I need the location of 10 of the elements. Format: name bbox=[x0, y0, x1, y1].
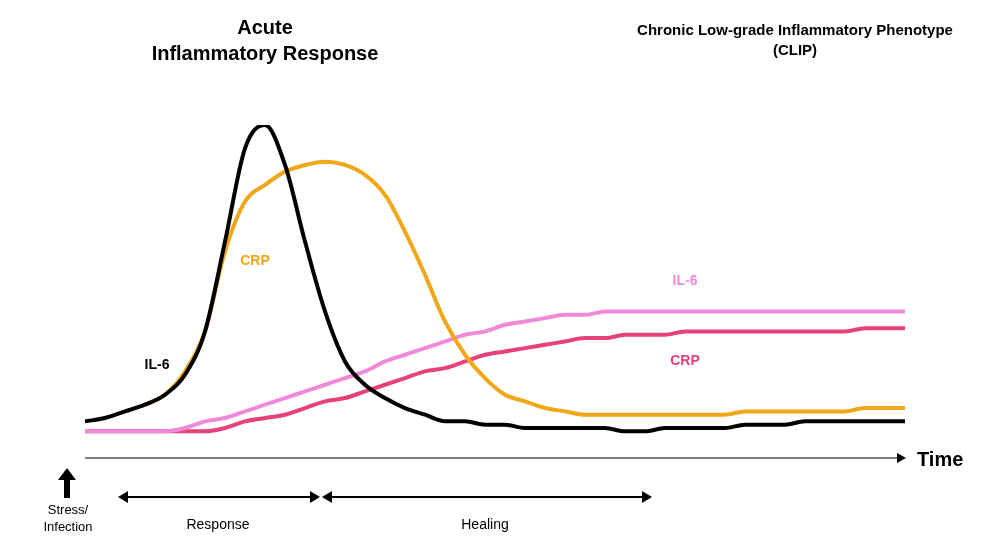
x-axis-title: Time bbox=[917, 447, 964, 470]
text: Healing bbox=[460, 515, 510, 534]
series-label: IL-6 bbox=[672, 272, 698, 289]
series-label: IL-6 bbox=[144, 355, 170, 372]
series-label: CRP bbox=[670, 352, 700, 369]
text: Chronic Low-grade Inflammatory Phenotype (CLIP) bbox=[636, 20, 954, 59]
text: Stress/ Infection bbox=[42, 502, 94, 536]
series-label: CRP bbox=[240, 252, 270, 269]
text: Response bbox=[185, 515, 251, 534]
text: Acute Inflammatory Response bbox=[150, 15, 380, 66]
